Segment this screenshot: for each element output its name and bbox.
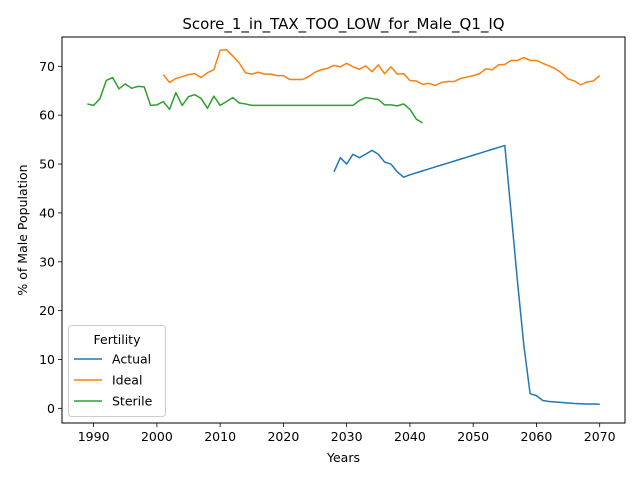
y-tick-label: 50 [39,157,55,172]
x-tick-label: 2000 [141,429,173,444]
series-line-sterile [87,76,423,124]
y-axis: 0 10 20 30 40 50 60 70 [39,59,62,416]
plot-area-frame [61,36,626,424]
x-tick-label: 1990 [78,429,110,444]
x-tick-label: 2050 [457,429,489,444]
y-tick-label: 40 [39,205,55,220]
y-axis-label: % of Male Population [15,164,30,295]
legend-label-actual: Actual [112,352,151,367]
legend-label-ideal: Ideal [112,373,142,388]
y-tick-label: 0 [47,401,55,416]
x-tick-label: 2030 [331,429,363,444]
x-tick-label: 2070 [584,429,616,444]
y-tick-label: 60 [39,108,55,123]
y-tick-label: 10 [39,352,55,367]
series-layer [87,48,601,405]
y-tick-label: 30 [39,254,55,269]
x-tick-label: 2010 [204,429,236,444]
chart-title: Score_1_in_TAX_TOO_LOW_for_Male_Q1_IQ [182,15,504,34]
series-line-ideal [162,48,601,87]
legend-label-sterile: Sterile [112,394,153,409]
x-tick-label: 2060 [521,429,553,444]
legend: Fertility Actual Ideal Sterile [68,325,166,417]
x-axis: 1990 2000 2010 2020 2030 2040 2050 2060 2070 [78,423,616,444]
x-tick-label: 2020 [267,429,299,444]
x-tick-label: 2040 [394,429,426,444]
series-line-actual [333,144,600,405]
y-tick-label: 70 [39,59,55,74]
y-tick-label: 20 [39,303,55,318]
legend-box [68,325,166,417]
x-axis-label: Years [326,450,360,465]
legend-title: Fertility [94,332,142,347]
